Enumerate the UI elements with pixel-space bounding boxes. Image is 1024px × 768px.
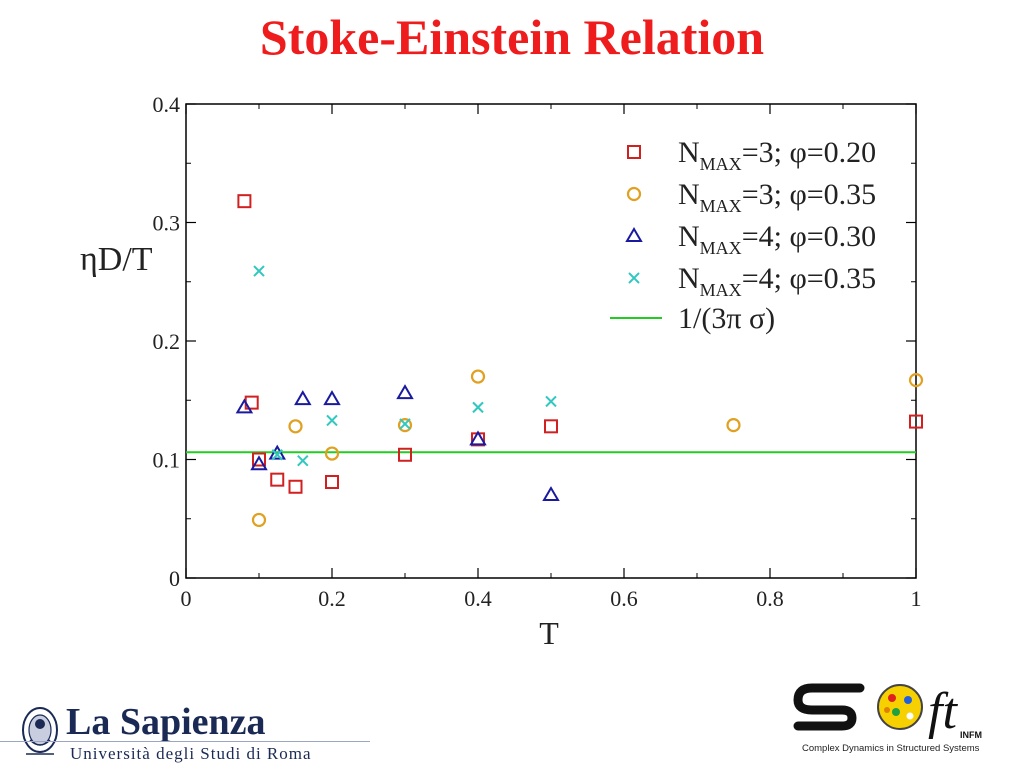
data-point-series-4 — [253, 265, 265, 277]
legend-marker-series-2 — [626, 186, 642, 202]
soft-logo-mark: ft INFM — [793, 683, 982, 740]
legend-label-series-1: NMAX=3; φ=0.20 — [678, 136, 876, 174]
data-point-series-1 — [909, 414, 923, 429]
y-tick-label: 0.4 — [153, 92, 181, 117]
x-tick-label: 0.2 — [318, 586, 346, 611]
sapienza-logo: La Sapienza Università degli Studi di Ro… — [0, 700, 370, 768]
data-point-series-3 — [396, 384, 414, 400]
soft-logo-infm: INFM — [960, 730, 982, 740]
data-point-series-4 — [399, 418, 411, 430]
cross-stroke — [399, 418, 411, 430]
data-point-series-4 — [271, 449, 283, 461]
data-point-series-3 — [294, 390, 312, 406]
data-point-series-4 — [326, 414, 338, 427]
cross-stroke — [253, 265, 265, 277]
soft-logo-tail: ft — [928, 683, 958, 740]
data-point-series-3 — [323, 390, 341, 406]
data-point-series-2 — [470, 369, 486, 384]
sapienza-divider — [0, 741, 370, 742]
x-tick-label: 0.4 — [464, 586, 492, 611]
data-point-series-3 — [235, 398, 254, 414]
data-point-series-2 — [908, 373, 924, 388]
data-point-series-3 — [469, 430, 487, 446]
slide-title: Stoke-Einstein Relation — [259, 9, 765, 65]
data-point-series-1 — [237, 194, 252, 209]
y-tick-label: 0.3 — [153, 211, 181, 236]
legend-marker-series-4 — [628, 272, 640, 284]
axis-labels: TηD/T — [80, 241, 559, 651]
y-tick-label: 0.1 — [153, 448, 181, 473]
cross-stroke — [326, 414, 338, 427]
data-point-series-1 — [398, 447, 412, 462]
cross-stroke — [545, 395, 557, 408]
data-point-series-2 — [251, 512, 267, 528]
plot-frame — [185, 103, 917, 579]
soft-tagline: Complex Dynamics in Structured Systems — [802, 743, 980, 754]
x-tick-label: 0.8 — [756, 586, 784, 611]
cross-stroke — [472, 401, 484, 414]
data-point-series-1 — [252, 452, 266, 467]
x-axis-label: T — [539, 615, 559, 651]
chart-ticks: 0 0.2 0.4 0.6 0.8 1 0 0.1 0.2 0.3 0.4 — [153, 92, 922, 611]
data-point-series-2 — [397, 418, 413, 433]
y-axis-label: ηD/T — [80, 241, 153, 278]
data-point-series-1 — [325, 475, 339, 490]
x-tick-label: 1 — [911, 586, 922, 611]
sapienza-subtitle: Università degli Studi di Roma — [70, 744, 312, 763]
cross-stroke — [628, 272, 640, 284]
data-point-series-3 — [250, 455, 268, 471]
data-point-series-4 — [297, 454, 309, 467]
cross-stroke — [271, 449, 283, 461]
y-tick-label: 0 — [169, 566, 180, 591]
chart-axes — [185, 103, 917, 579]
data-point-series-1 — [544, 419, 558, 434]
data-point-series-2 — [324, 446, 340, 461]
legend-label-series-3: NMAX=4; φ=0.30 — [678, 220, 876, 258]
x-tick-label: 0.6 — [610, 586, 638, 611]
chart-points — [235, 194, 924, 528]
data-point-series-4 — [545, 395, 557, 408]
x-tick-label: 0 — [181, 586, 192, 611]
scatter-chart: 0 0.2 0.4 0.6 0.8 1 0 0.1 0.2 0.3 0.4 NMAX=3; φ=0.… — [80, 92, 924, 651]
data-point-series-4 — [472, 401, 484, 414]
data-point-series-2 — [288, 419, 303, 434]
chart-legend: NMAX=3; φ=0.20 NMAX=3; φ=0.35 NMAX=4; φ=0.… — [610, 136, 876, 335]
data-point-series-2 — [726, 418, 741, 433]
legend-marker-series-1 — [627, 145, 641, 159]
cross-stroke — [297, 454, 309, 467]
legend-marker-series-3 — [625, 227, 643, 242]
legend-label-series-2: NMAX=3; φ=0.35 — [678, 178, 876, 216]
legend-label-series-4: NMAX=4; φ=0.35 — [678, 262, 876, 300]
data-point-series-1 — [270, 472, 285, 487]
soft-infm-logo: ft INFM Complex Dynamics in Structured S… — [790, 676, 1000, 766]
data-point-series-1 — [288, 479, 303, 494]
sapienza-crest-icon — [22, 707, 58, 755]
sapienza-name: La Sapienza — [66, 701, 266, 743]
y-tick-label: 0.2 — [153, 329, 181, 354]
data-point-series-3 — [542, 486, 560, 502]
legend-label-reference: 1/(3π σ) — [678, 302, 775, 335]
